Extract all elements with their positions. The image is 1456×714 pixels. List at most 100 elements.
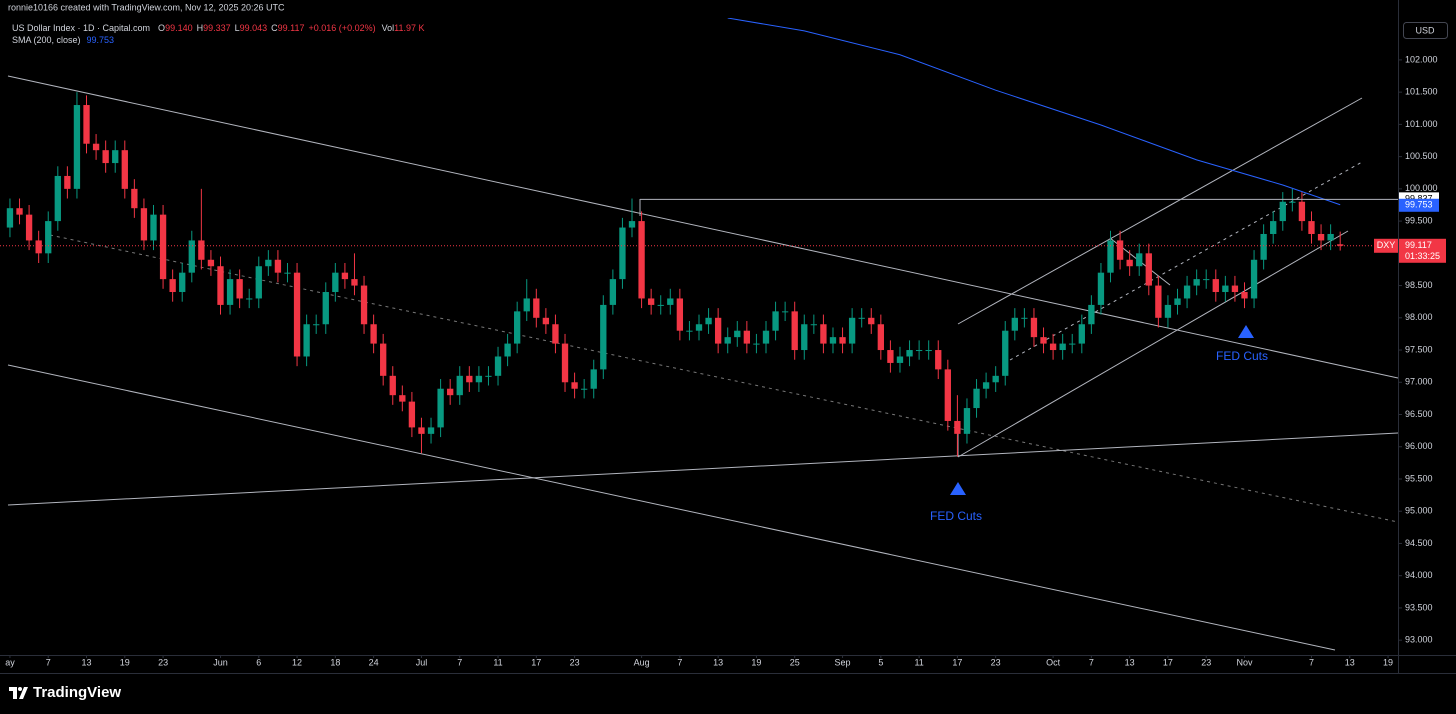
candle-body [753,343,760,345]
symbol-tag [1374,238,1398,253]
candle-body [1250,259,1258,299]
candle-body [293,272,301,357]
price-tag [1399,238,1446,263]
candle-body [887,350,894,363]
candle-body [858,317,865,319]
candle-body [494,356,502,376]
candle-body [322,292,329,325]
y-tick-label: 102.000 [1405,54,1438,64]
y-tick-label: 97.500 [1405,344,1433,354]
candle-body [54,175,61,222]
candle-body [131,188,138,209]
candle-body [1040,337,1047,344]
legend-row: SMA (200, close) 99.753 [12,35,114,45]
candle-body [1193,279,1200,286]
vol-value: 11.97 K [394,23,424,33]
candle-body [820,324,827,344]
price-tag-label: 99.117 [1405,240,1432,250]
y-tick-label: 97.000 [1405,377,1433,387]
candle-body [915,350,923,352]
candle-body [571,382,578,389]
candle-body [514,311,521,344]
drawings [7,75,1398,651]
candle-body [1069,343,1076,345]
candle-body [418,427,425,434]
y-tick-label: 93.500 [1405,602,1433,612]
candle-body [954,420,961,434]
x-tick-label: 6 [256,657,261,667]
candle-body [810,324,817,326]
x-tick-label: 19 [1383,657,1393,667]
vol-label: Vol [382,23,395,33]
x-tick-label: 23 [158,657,168,667]
candle-body [925,350,932,352]
candle-body [16,208,23,215]
sma-line [727,18,1341,206]
y-tick-label: 94.500 [1405,538,1433,548]
candle-body [236,279,243,299]
logo-icon [9,687,28,699]
candle-body [332,272,339,293]
x-tick-label: 7 [46,657,51,667]
ohlc-label: L [235,23,240,33]
candle-body [772,311,779,331]
y-tick-label: 99.500 [1405,215,1433,225]
candle-body [1116,240,1124,260]
y-tick-label: 98.000 [1405,312,1433,322]
ohlc-label: C [271,23,278,33]
candle-body [647,298,655,305]
candle-body [92,143,100,151]
ohlc-value: 99.043 [240,23,268,33]
symbol: US Dollar Index · 1D · Capital.com [12,23,150,33]
candle-body [877,324,884,351]
x-tick-label: 7 [677,657,682,667]
candle-body [1136,253,1143,267]
x-tick-label: 5 [878,657,883,667]
x-tick-label: 25 [790,657,800,667]
channel-line [957,97,1363,325]
x-tick-label: 7 [1089,657,1094,667]
candle-body [542,317,550,325]
candle-body [447,388,454,396]
x-tick-label: Nov [1236,657,1253,667]
axes: 93.000 93.500 94.000 94.500 95.000 95.500 96.0… [5,54,1446,667]
candle-body [380,343,387,376]
candle-body [714,317,722,344]
candle-body [686,330,693,332]
candle-body [734,330,741,338]
candle-body [1049,343,1057,351]
candle-body [992,375,999,383]
candle-body [724,337,731,344]
candle-body [1337,244,1344,246]
candle-body [982,382,990,389]
candle-body [313,324,320,326]
sma-tag [1399,198,1439,212]
candle-body [427,427,435,434]
y-tick-label: 100.500 [1405,151,1438,161]
currency-box[interactable] [1403,22,1448,39]
candle-body [169,279,176,293]
candle-body [303,324,310,357]
candle-body [504,343,511,357]
brand: TradingView [33,684,121,701]
candle-body [1203,279,1210,281]
candle-body [839,337,846,344]
candle-body [198,240,205,260]
candle-body [1002,330,1009,376]
candle-body [140,208,148,241]
candle-body [485,375,492,377]
legend-value: 99.753 [87,35,115,45]
candle-body [399,395,406,402]
candle-body [341,272,349,280]
candle-body [217,266,224,305]
candle-body [6,208,14,228]
currency[interactable]: USD [1415,25,1435,35]
x-tick-label: Sep [835,657,851,667]
candle-body [1155,285,1162,318]
candle-body [226,279,234,305]
candle-body [619,227,626,280]
candle-body [609,279,617,305]
x-tick-label: 18 [330,657,340,667]
